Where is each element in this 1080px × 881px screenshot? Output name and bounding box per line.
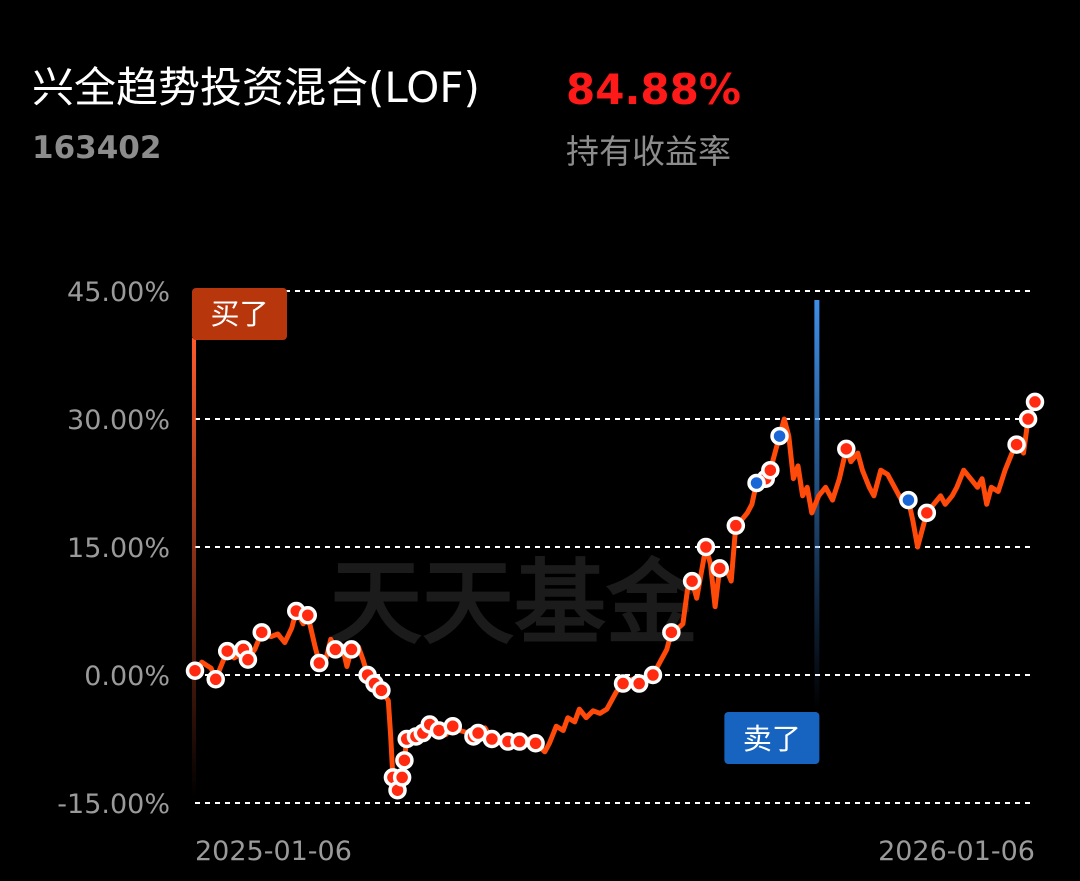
buy-marker[interactable]	[252, 623, 271, 642]
buy-marker[interactable]	[1018, 409, 1038, 429]
buy-marker[interactable]	[629, 674, 649, 693]
fund-code: 163402	[32, 130, 162, 166]
y-axis-ticks: 45.00% 30.00% 15.00% 0.00% -15.00%	[57, 277, 170, 820]
buy-marker[interactable]	[342, 640, 361, 659]
grid-lines	[195, 290, 1030, 804]
buy-marker[interactable]	[443, 716, 463, 736]
buy-marker[interactable]	[185, 661, 205, 680]
buy-marker[interactable]	[837, 439, 856, 459]
y-tick-label: 0.00%	[84, 661, 170, 692]
buy-marker[interactable]	[710, 559, 729, 578]
buy-marker[interactable]	[392, 768, 412, 787]
y-tick-label: 15.00%	[67, 533, 170, 564]
buy-marker[interactable]	[1025, 392, 1045, 412]
x-tick-label: 2026-01-06	[878, 836, 1035, 867]
buy-flag-label: 买了	[210, 297, 268, 331]
y-tick-label: 30.00%	[67, 405, 170, 436]
buy-marker[interactable]	[761, 460, 780, 480]
y-tick-label: -15.00%	[57, 789, 170, 820]
y-tick-label: 45.00%	[67, 277, 170, 308]
buy-marker[interactable]	[682, 571, 702, 591]
x-axis-ticks: 2025-01-06 2026-01-06	[195, 836, 1035, 867]
buy-marker[interactable]	[1007, 435, 1026, 454]
buy-marker[interactable]	[298, 606, 318, 625]
buy-marker[interactable]	[510, 732, 529, 751]
buy-marker[interactable]	[238, 650, 258, 669]
sell-marker[interactable]	[899, 490, 918, 510]
buy-marker[interactable]	[482, 729, 502, 749]
buy-marker[interactable]	[526, 734, 545, 753]
watermark: 天天基金	[330, 550, 699, 657]
sell-marker[interactable]	[770, 426, 789, 446]
buy-marker[interactable]	[643, 665, 663, 685]
buy-marker[interactable]	[206, 670, 225, 689]
buy-marker[interactable]	[326, 640, 345, 659]
holding-return-label: 持有收益率	[566, 132, 731, 171]
trade-markers	[185, 392, 1045, 800]
x-tick-label: 2025-01-06	[195, 836, 352, 867]
buy-flag[interactable]	[192, 288, 287, 340]
buy-event-line	[192, 338, 196, 798]
buy-marker[interactable]	[395, 751, 414, 770]
buy-marker[interactable]	[613, 674, 633, 693]
buy-marker[interactable]	[217, 641, 237, 661]
fund-name[interactable]: 兴全趋势投资混合(LOF)	[32, 63, 480, 112]
buy-marker[interactable]	[372, 681, 391, 700]
buy-marker[interactable]	[917, 503, 937, 523]
holding-return-value: 84.88%	[566, 65, 741, 114]
buy-marker[interactable]	[726, 516, 746, 535]
buy-marker[interactable]	[696, 537, 716, 557]
sell-flag-label: 卖了	[743, 722, 801, 756]
sell-marker[interactable]	[747, 473, 766, 493]
buy-marker[interactable]	[662, 623, 681, 642]
sell-flag[interactable]	[724, 712, 820, 764]
buy-marker[interactable]	[310, 653, 329, 673]
